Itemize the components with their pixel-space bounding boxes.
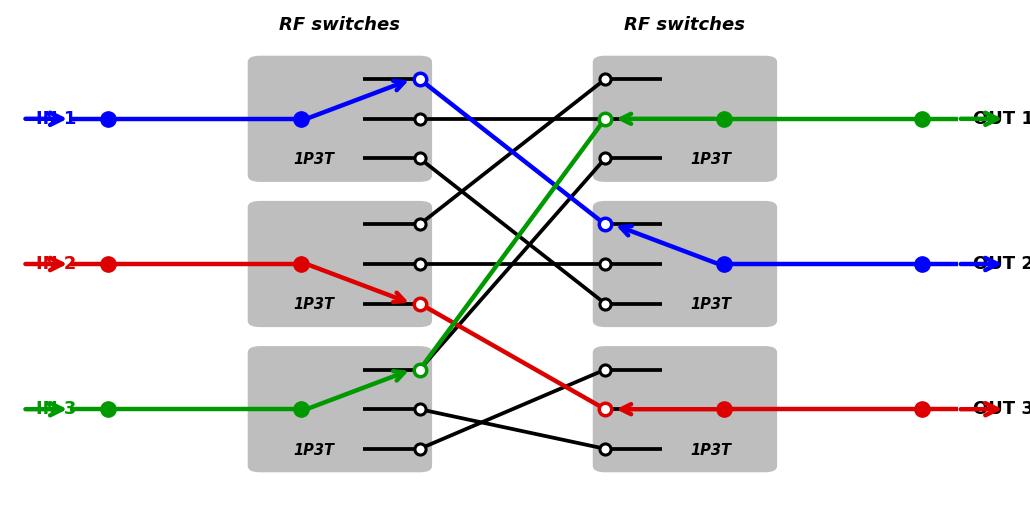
Text: IN 2: IN 2	[36, 255, 77, 273]
Text: 1P3T: 1P3T	[294, 152, 335, 167]
Text: 1P3T: 1P3T	[294, 442, 335, 458]
Text: IN 3: IN 3	[36, 400, 77, 418]
FancyBboxPatch shape	[593, 346, 777, 472]
Text: 1P3T: 1P3T	[690, 297, 731, 313]
FancyBboxPatch shape	[593, 201, 777, 327]
Text: 1P3T: 1P3T	[690, 152, 731, 167]
Text: RF switches: RF switches	[279, 16, 401, 34]
Text: 1P3T: 1P3T	[690, 442, 731, 458]
Text: OUT 3: OUT 3	[973, 400, 1030, 418]
Text: IN 1: IN 1	[36, 110, 77, 128]
FancyBboxPatch shape	[247, 346, 433, 472]
Text: 1P3T: 1P3T	[294, 297, 335, 313]
FancyBboxPatch shape	[247, 201, 433, 327]
FancyBboxPatch shape	[247, 56, 433, 182]
Text: OUT 2: OUT 2	[973, 255, 1030, 273]
Text: OUT 1: OUT 1	[973, 110, 1030, 128]
Text: RF switches: RF switches	[624, 16, 746, 34]
FancyBboxPatch shape	[593, 56, 777, 182]
